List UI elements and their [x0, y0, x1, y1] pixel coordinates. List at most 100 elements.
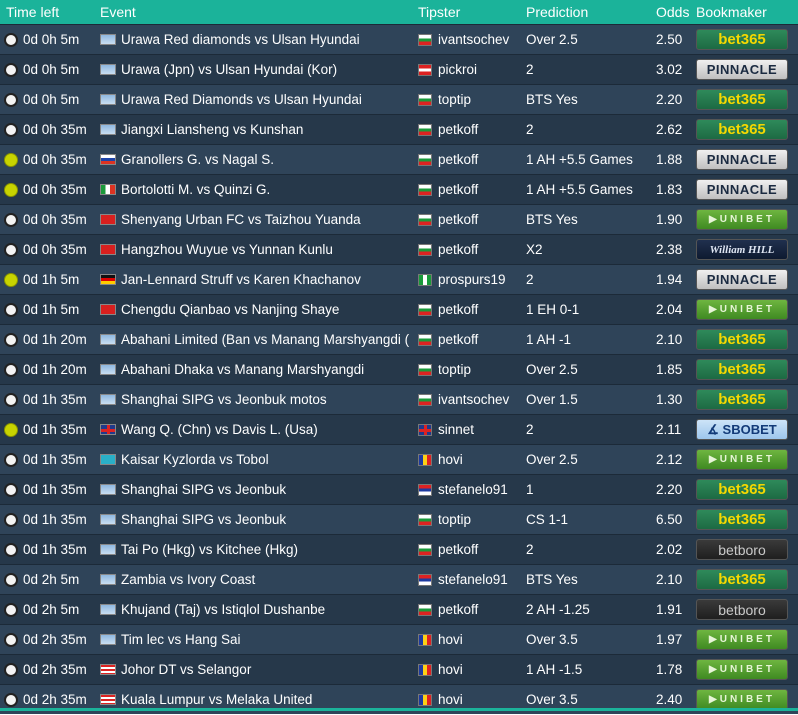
bookmaker-logo-button[interactable]: bet365 — [696, 89, 788, 110]
tipster-link[interactable]: petkoff — [438, 212, 479, 227]
event-link[interactable]: Jan-Lennard Struff vs Karen Khachanov — [121, 272, 361, 287]
event-link[interactable]: Urawa Red Diamonds vs Ulsan Hyundai — [121, 92, 362, 107]
tipster-link[interactable]: petkoff — [438, 182, 479, 197]
table-row[interactable]: 0d 0h 35m Hangzhou Wuyue vs Yunnan Kunlu p… — [0, 234, 798, 264]
bookmaker-cell[interactable]: William HILL — [696, 239, 796, 260]
table-row[interactable]: 0d 0h 35m Shenyang Urban FC vs Taizhou Yu… — [0, 204, 798, 234]
bookmaker-cell[interactable]: PINNACLE — [696, 149, 796, 170]
bookmaker-logo-button[interactable]: ▶UNIBET — [696, 659, 788, 680]
tipster-cell[interactable]: sinnet — [418, 422, 526, 437]
bookmaker-cell[interactable]: PINNACLE — [696, 269, 796, 290]
event-link[interactable]: Abahani Limited (Ban vs Manang Marshyang… — [121, 332, 410, 347]
event-cell[interactable]: Shenyang Urban FC vs Taizhou Yuanda — [100, 212, 418, 227]
tipster-cell[interactable]: petkoff — [418, 182, 526, 197]
bookmaker-logo-button[interactable]: ▶UNIBET — [696, 689, 788, 710]
bookmaker-logo-button[interactable]: ∡ SBOBET — [696, 419, 788, 440]
tipster-cell[interactable]: petkoff — [418, 242, 526, 257]
event-link[interactable]: Chengdu Qianbao vs Nanjing Shaye — [121, 302, 340, 317]
event-cell[interactable]: Kuala Lumpur vs Melaka United — [100, 692, 418, 707]
tipster-cell[interactable]: petkoff — [418, 332, 526, 347]
tipster-cell[interactable]: hovi — [418, 662, 526, 677]
event-cell[interactable]: Hangzhou Wuyue vs Yunnan Kunlu — [100, 242, 418, 257]
event-link[interactable]: Wang Q. (Chn) vs Davis L. (Usa) — [121, 422, 318, 437]
tipster-link[interactable]: toptip — [438, 512, 472, 527]
event-link[interactable]: Granollers G. vs Nagal S. — [121, 152, 275, 167]
event-cell[interactable]: Wang Q. (Chn) vs Davis L. (Usa) — [100, 422, 418, 437]
bookmaker-cell[interactable]: betboro — [696, 599, 796, 620]
table-row[interactable]: 0d 0h 35m Granollers G. vs Nagal S. petkof… — [0, 144, 798, 174]
bookmaker-cell[interactable]: ▶UNIBET — [696, 689, 796, 710]
bookmaker-cell[interactable]: bet365 — [696, 389, 796, 410]
event-cell[interactable]: Bortolotti M. vs Quinzi G. — [100, 182, 418, 197]
event-link[interactable]: Tim lec vs Hang Sai — [121, 632, 241, 647]
bookmaker-cell[interactable]: bet365 — [696, 29, 796, 50]
event-cell[interactable]: Tai Po (Hkg) vs Kitchee (Hkg) — [100, 542, 418, 557]
bookmaker-cell[interactable]: bet365 — [696, 119, 796, 140]
tipster-link[interactable]: petkoff — [438, 122, 479, 137]
tipster-cell[interactable]: petkoff — [418, 152, 526, 167]
event-cell[interactable]: Abahani Limited (Ban vs Manang Marshyang… — [100, 332, 418, 347]
tipster-cell[interactable]: petkoff — [418, 122, 526, 137]
bookmaker-cell[interactable]: ▶UNIBET — [696, 629, 796, 650]
bookmaker-cell[interactable]: ∡ SBOBET — [696, 419, 796, 440]
event-cell[interactable]: Abahani Dhaka vs Manang Marshyangdi — [100, 362, 418, 377]
header-bookmaker[interactable]: Bookmaker — [696, 4, 767, 20]
event-link[interactable]: Tai Po (Hkg) vs Kitchee (Hkg) — [121, 542, 299, 557]
tipster-link[interactable]: ivantsochev — [438, 392, 510, 407]
bookmaker-logo-button[interactable]: PINNACLE — [696, 149, 788, 170]
tipster-link[interactable]: petkoff — [438, 152, 479, 167]
bookmaker-logo-button[interactable]: PINNACLE — [696, 269, 788, 290]
tipster-link[interactable]: petkoff — [438, 302, 479, 317]
event-cell[interactable]: Shanghai SIPG vs Jeonbuk motos — [100, 392, 418, 407]
event-cell[interactable]: Shanghai SIPG vs Jeonbuk — [100, 482, 418, 497]
event-cell[interactable]: Tim lec vs Hang Sai — [100, 632, 418, 647]
header-event[interactable]: Event — [100, 4, 136, 20]
table-row[interactable]: 0d 2h 5m Zambia vs Ivory Coast stefanelo91… — [0, 564, 798, 594]
bookmaker-logo-button[interactable]: bet365 — [696, 329, 788, 350]
tipster-link[interactable]: pickroi — [438, 62, 478, 77]
table-row[interactable]: 0d 0h 5m Urawa Red diamonds vs Ulsan Hyun… — [0, 24, 798, 54]
event-link[interactable]: Zambia vs Ivory Coast — [121, 572, 256, 587]
tipster-cell[interactable]: hovi — [418, 632, 526, 647]
table-row[interactable]: 0d 1h 35m Shanghai SIPG vs Jeonbuk stefane… — [0, 474, 798, 504]
bookmaker-cell[interactable]: PINNACLE — [696, 179, 796, 200]
tipster-cell[interactable]: toptip — [418, 362, 526, 377]
table-row[interactable]: 0d 0h 35m Bortolotti M. vs Quinzi G. petko… — [0, 174, 798, 204]
tipster-link[interactable]: petkoff — [438, 332, 479, 347]
table-row[interactable]: 0d 1h 5m Chengdu Qianbao vs Nanjing Shaye… — [0, 294, 798, 324]
tipster-link[interactable]: hovi — [438, 632, 463, 647]
event-cell[interactable]: Urawa Red Diamonds vs Ulsan Hyundai — [100, 92, 418, 107]
table-row[interactable]: 0d 2h 35m Tim lec vs Hang Sai hovi Over 3.5… — [0, 624, 798, 654]
tipster-link[interactable]: sinnet — [438, 422, 475, 437]
bookmaker-logo-button[interactable]: betboro — [696, 599, 788, 620]
event-link[interactable]: Abahani Dhaka vs Manang Marshyangdi — [121, 362, 365, 377]
bookmaker-logo-button[interactable]: William HILL — [696, 239, 788, 260]
bookmaker-cell[interactable]: ▶UNIBET — [696, 659, 796, 680]
bookmaker-logo-button[interactable]: PINNACLE — [696, 179, 788, 200]
bookmaker-logo-button[interactable]: betboro — [696, 539, 788, 560]
event-cell[interactable]: Shanghai SIPG vs Jeonbuk — [100, 512, 418, 527]
tipster-cell[interactable]: stefanelo91 — [418, 482, 526, 497]
table-row[interactable]: 0d 0h 35m Jiangxi Liansheng vs Kunshan pet… — [0, 114, 798, 144]
event-cell[interactable]: Kaisar Kyzlorda vs Tobol — [100, 452, 418, 467]
bookmaker-logo-button[interactable]: PINNACLE — [696, 59, 788, 80]
bookmaker-cell[interactable]: ▶UNIBET — [696, 299, 796, 320]
event-cell[interactable]: Jiangxi Liansheng vs Kunshan — [100, 122, 418, 137]
header-tipster[interactable]: Tipster — [418, 4, 461, 20]
tipster-link[interactable]: ivantsochev — [438, 32, 510, 47]
tipster-link[interactable]: toptip — [438, 362, 472, 377]
bookmaker-logo-button[interactable]: bet365 — [696, 569, 788, 590]
table-row[interactable]: 0d 2h 35m Johor DT vs Selangor hovi 1 AH -1… — [0, 654, 798, 684]
bookmaker-cell[interactable]: bet365 — [696, 89, 796, 110]
bookmaker-cell[interactable]: bet365 — [696, 479, 796, 500]
tipster-cell[interactable]: ivantsochev — [418, 392, 526, 407]
tipster-cell[interactable]: petkoff — [418, 542, 526, 557]
event-link[interactable]: Bortolotti M. vs Quinzi G. — [121, 182, 271, 197]
tipster-cell[interactable]: toptip — [418, 92, 526, 107]
tipster-link[interactable]: stefanelo91 — [438, 482, 508, 497]
bookmaker-logo-button[interactable]: bet365 — [696, 389, 788, 410]
event-cell[interactable]: Granollers G. vs Nagal S. — [100, 152, 418, 167]
table-row[interactable]: 0d 0h 5m Urawa (Jpn) vs Ulsan Hyundai (Ko… — [0, 54, 798, 84]
tipster-cell[interactable]: toptip — [418, 512, 526, 527]
tipster-cell[interactable]: petkoff — [418, 302, 526, 317]
